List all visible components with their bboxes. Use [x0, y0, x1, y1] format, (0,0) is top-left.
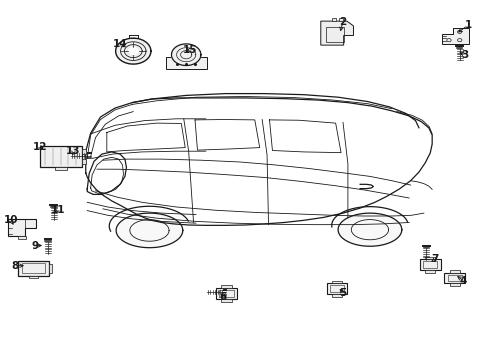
Bar	[22, 263, 45, 274]
Bar	[332, 18, 337, 21]
Bar	[216, 288, 237, 299]
Bar	[166, 57, 207, 69]
Bar	[444, 273, 465, 283]
Text: 7: 7	[431, 254, 439, 264]
Text: 10: 10	[3, 215, 18, 225]
Text: 9: 9	[32, 240, 39, 251]
Polygon shape	[116, 38, 151, 64]
Bar	[55, 167, 68, 170]
Bar	[221, 285, 232, 288]
Bar	[219, 290, 234, 297]
Polygon shape	[8, 219, 36, 236]
Bar	[423, 261, 438, 268]
Bar	[332, 281, 342, 283]
Polygon shape	[442, 28, 469, 44]
Bar	[18, 236, 26, 239]
Bar	[425, 256, 436, 259]
Bar	[450, 270, 460, 273]
Text: 4: 4	[460, 276, 467, 286]
Text: 12: 12	[33, 142, 48, 152]
Bar	[326, 27, 343, 41]
Bar	[82, 159, 86, 164]
Bar	[221, 299, 232, 302]
Text: 3: 3	[461, 50, 468, 60]
Bar	[339, 18, 343, 21]
Bar	[40, 146, 82, 167]
Bar	[29, 276, 38, 279]
Text: 2: 2	[340, 17, 346, 27]
Bar	[447, 275, 462, 281]
Bar	[82, 149, 86, 154]
Text: 15: 15	[183, 45, 197, 55]
Text: 5: 5	[340, 288, 346, 298]
Text: 6: 6	[220, 292, 226, 302]
Bar	[18, 261, 49, 276]
Bar	[49, 264, 51, 273]
Polygon shape	[321, 21, 353, 45]
Text: 11: 11	[50, 204, 65, 215]
Polygon shape	[172, 44, 201, 66]
Polygon shape	[116, 213, 183, 248]
Polygon shape	[128, 47, 139, 55]
Bar	[420, 259, 441, 270]
Bar	[330, 285, 344, 292]
Text: 13: 13	[66, 146, 81, 156]
Bar	[450, 283, 460, 286]
Bar	[327, 283, 347, 294]
Text: 1: 1	[465, 20, 471, 30]
Bar	[425, 270, 436, 273]
Polygon shape	[338, 213, 402, 246]
Text: 8: 8	[11, 261, 18, 271]
Bar	[332, 294, 342, 297]
Polygon shape	[86, 98, 432, 225]
Text: 14: 14	[113, 39, 127, 49]
